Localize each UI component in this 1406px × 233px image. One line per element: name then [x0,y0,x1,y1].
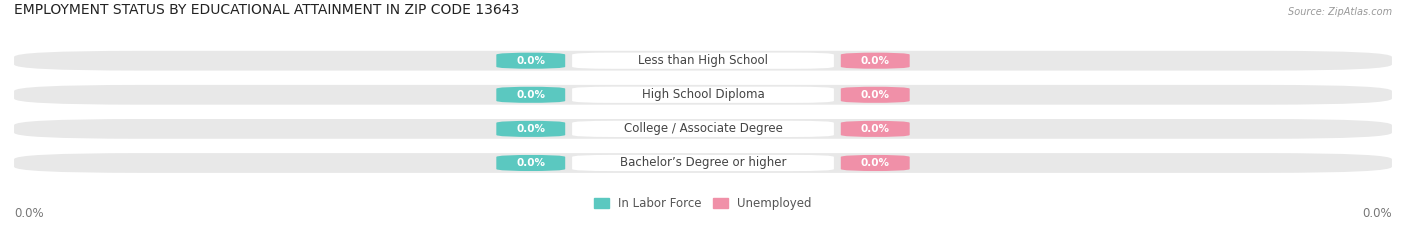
Text: Source: ZipAtlas.com: Source: ZipAtlas.com [1288,7,1392,17]
FancyBboxPatch shape [496,155,565,171]
Text: 0.0%: 0.0% [14,207,44,220]
FancyBboxPatch shape [496,87,565,103]
Text: 0.0%: 0.0% [1362,207,1392,220]
Text: College / Associate Degree: College / Associate Degree [624,122,782,135]
Legend: In Labor Force, Unemployed: In Labor Force, Unemployed [589,192,817,215]
FancyBboxPatch shape [841,155,910,171]
Text: 0.0%: 0.0% [516,158,546,168]
FancyBboxPatch shape [496,53,565,69]
Text: 0.0%: 0.0% [516,90,546,100]
Text: 0.0%: 0.0% [860,124,890,134]
Text: Less than High School: Less than High School [638,54,768,67]
FancyBboxPatch shape [572,121,834,137]
FancyBboxPatch shape [572,53,834,69]
Text: 0.0%: 0.0% [860,56,890,66]
FancyBboxPatch shape [841,121,910,137]
FancyBboxPatch shape [14,153,1392,173]
Text: 0.0%: 0.0% [860,90,890,100]
Text: High School Diploma: High School Diploma [641,88,765,101]
FancyBboxPatch shape [14,119,1392,139]
FancyBboxPatch shape [572,155,834,171]
Text: 0.0%: 0.0% [860,158,890,168]
Text: Bachelor’s Degree or higher: Bachelor’s Degree or higher [620,157,786,169]
Text: EMPLOYMENT STATUS BY EDUCATIONAL ATTAINMENT IN ZIP CODE 13643: EMPLOYMENT STATUS BY EDUCATIONAL ATTAINM… [14,3,519,17]
FancyBboxPatch shape [572,87,834,103]
FancyBboxPatch shape [841,53,910,69]
FancyBboxPatch shape [14,85,1392,105]
FancyBboxPatch shape [496,121,565,137]
Text: 0.0%: 0.0% [516,124,546,134]
FancyBboxPatch shape [841,87,910,103]
Text: 0.0%: 0.0% [516,56,546,66]
FancyBboxPatch shape [14,51,1392,71]
